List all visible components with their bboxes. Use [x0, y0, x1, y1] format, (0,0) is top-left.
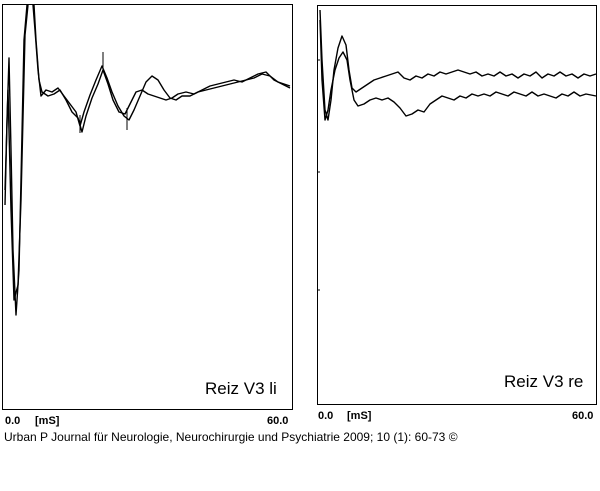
caption: Urban P Journal für Neurologie, Neurochi…: [4, 430, 458, 444]
x-start: 0.0: [318, 410, 333, 422]
trace: [4, 4, 291, 316]
panel-label: Reiz V3 li: [205, 379, 277, 398]
trace: [4, 4, 291, 301]
trace: [319, 9, 597, 121]
panel-frame: [2, 4, 293, 410]
x-unit: [mS]: [347, 410, 372, 422]
panel-frame: [317, 5, 597, 405]
x-end: 60.0: [267, 415, 288, 427]
panel-label: Reiz V3 re: [504, 372, 583, 391]
x-end: 60.0: [572, 410, 593, 422]
x-start: 0.0: [5, 415, 20, 427]
x-unit: [mS]: [35, 415, 60, 427]
trace: [319, 19, 597, 121]
